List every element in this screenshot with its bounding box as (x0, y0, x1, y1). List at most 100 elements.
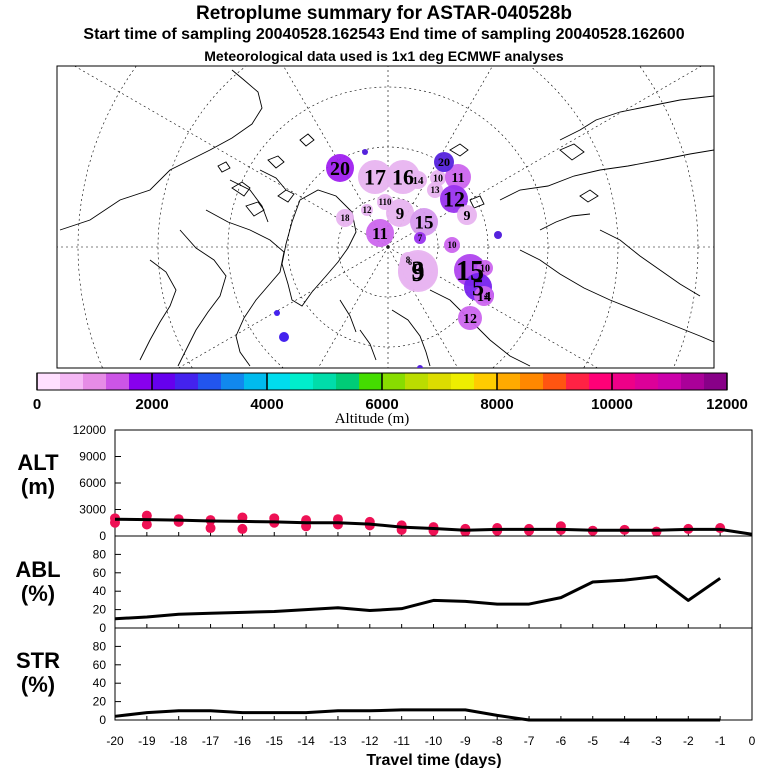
y-tick-label: 6000 (79, 476, 106, 490)
plume-cluster-label: 16 (392, 165, 414, 190)
x-tick-label: -16 (234, 734, 252, 748)
plume-cluster-marker (358, 160, 392, 194)
panel-abl: ABL(%) 80 60 40 20 0 (15, 535, 753, 635)
x-tick-label: -4 (619, 734, 630, 748)
colorbar-cell (37, 373, 61, 390)
colorbar-cell (198, 373, 222, 390)
y-tick-label: 3000 (79, 503, 106, 517)
series-line-str (114, 708, 721, 722)
colorbar-axis-label: Altitude (m) (335, 411, 410, 427)
altitude-colorbar: 0 2000 4000 6000 8000 10000 12000 Altitude (m) (33, 372, 748, 427)
plume-cluster-marker (434, 152, 454, 172)
colorbar-cell (589, 373, 613, 390)
plume-cluster-label: 14 (477, 290, 491, 305)
plume-cluster-marker (457, 205, 477, 225)
y-tick-label: 0 (99, 529, 106, 543)
panel-ylabel: ABL (15, 557, 60, 582)
colorbar-tick-label: 8000 (480, 396, 513, 413)
plume-cluster-marker (361, 204, 373, 216)
cluster-altitude-point (205, 523, 216, 534)
plume-cluster-label: 15 (456, 256, 484, 287)
colorbar-cell (704, 373, 728, 390)
y-tick-label: 0 (99, 621, 106, 635)
x-tick-label: -5 (587, 734, 598, 748)
plume-cluster-label: 6 (408, 258, 412, 267)
plume-cluster-label: 7 (418, 233, 423, 243)
y-tick-label: 12000 (73, 423, 107, 437)
x-tick-label: -19 (138, 734, 156, 748)
colorbar-cell (175, 373, 199, 390)
x-tick-label: -11 (393, 734, 410, 748)
chart-title: Retroplume summary for ASTAR-040528b (196, 3, 572, 24)
panel-ylabel-unit: (m) (21, 474, 55, 499)
plume-cluster-label: 14 (413, 175, 425, 187)
x-axis: -20 -19 -18 -17 -16 -15 -14 -13 -12 -11 -10 -9 -8 -7-… (106, 734, 755, 768)
plume-cluster-label: 12 (363, 205, 373, 215)
plume-cluster-marker (430, 170, 446, 186)
plume-cluster-marker (377, 194, 393, 210)
plume-cluster-label: 8 (406, 255, 411, 265)
plume-cluster-label: 9 (464, 209, 471, 224)
panel-frame (114, 627, 753, 721)
x-tick-label: -2 (683, 734, 694, 748)
sampling-time-subtitle: Start time of sampling 20040528.162543 E… (83, 26, 685, 43)
y-tick-label: 9000 (79, 450, 106, 464)
plume-cluster-label: 9 (396, 204, 405, 223)
colorbar-tick-label: 10000 (591, 396, 633, 413)
plume-cluster-label: 13 (431, 185, 441, 195)
x-tick-label: -9 (460, 734, 471, 748)
plume-cluster-marker (326, 154, 354, 182)
panel-ylabel-unit: (%) (21, 581, 55, 606)
colorbar-cell (221, 373, 245, 390)
colorbar-cell (267, 373, 291, 390)
y-tick-label: 80 (93, 547, 107, 561)
y-tick-label: 20 (93, 695, 107, 709)
eurasia-coastline (429, 95, 714, 367)
x-tick-label: -18 (170, 734, 188, 748)
plume-cluster-label: 18 (341, 213, 351, 223)
colorbar-cell (359, 373, 383, 390)
x-tick-label: -6 (556, 734, 567, 748)
plume-particle-dot (279, 332, 289, 342)
plume-cluster-marker (410, 208, 438, 236)
plume-cluster-marker (414, 232, 426, 244)
colorbar-cell (635, 373, 659, 390)
plume-cluster-marker (474, 286, 494, 306)
panel-ylabel-unit: (%) (21, 672, 55, 697)
y-tick-label: 40 (93, 676, 107, 690)
x-tick-label: -14 (297, 734, 315, 748)
colorbar-tick-label: 0 (33, 396, 41, 413)
colorbar-cell (520, 373, 544, 390)
colorbar-tick-label: 6000 (365, 396, 398, 413)
plume-cluster-label: 17 (364, 165, 386, 190)
y-tick-label: 80 (93, 639, 107, 653)
x-tick-label: -10 (425, 734, 443, 748)
plume-particle-dot (494, 231, 502, 239)
colorbar-cell (83, 373, 107, 390)
plume-cluster-marker (444, 237, 460, 253)
cluster-altitude-point (237, 523, 248, 534)
x-tick-label: -13 (329, 734, 347, 748)
plume-cluster-marker (409, 171, 427, 189)
plume-cluster-label: 12 (443, 187, 465, 212)
colorbar-cell (313, 373, 337, 390)
canada-coastline (59, 69, 287, 367)
plume-particle-dot (274, 310, 280, 316)
plume-cluster-marker (440, 185, 468, 213)
map-coastlines (59, 69, 714, 367)
colorbar-cell (428, 373, 452, 390)
series-line-abl (114, 574, 722, 621)
plume-cluster-label: 10 (480, 264, 490, 275)
y-tick-label: 20 (93, 603, 107, 617)
colorbar-cell (474, 373, 498, 390)
plume-particle-dot (417, 365, 423, 368)
cluster-altitude-point (141, 519, 152, 530)
y-tick-label: 0 (99, 713, 106, 727)
cluster-altitude-point (332, 519, 343, 530)
plume-cluster-label: 10 (433, 174, 443, 185)
x-axis-title: Travel time (days) (366, 752, 501, 768)
colorbar-cell (658, 373, 682, 390)
colorbar-cell (543, 373, 567, 390)
